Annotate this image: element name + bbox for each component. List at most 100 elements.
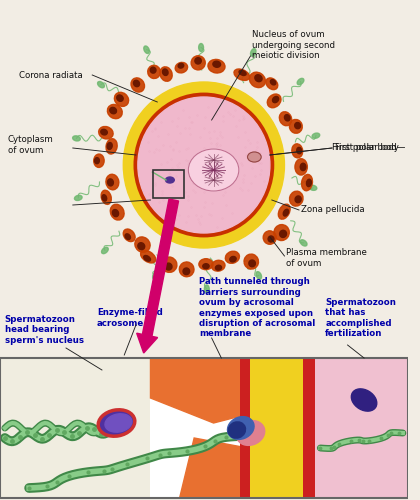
Ellipse shape [256,272,262,279]
Ellipse shape [165,263,172,270]
Ellipse shape [150,67,156,73]
Text: First polar bod—: First polar bod— [335,144,405,152]
Ellipse shape [213,61,220,68]
Ellipse shape [309,185,317,190]
Text: Spermatozoon
that has
accomplished
fertilization: Spermatozoon that has accomplished ferti… [325,298,396,338]
Ellipse shape [297,148,302,154]
Ellipse shape [228,422,246,438]
Ellipse shape [230,256,236,262]
Ellipse shape [152,272,158,280]
Ellipse shape [250,48,256,56]
Ellipse shape [163,69,168,75]
Ellipse shape [295,158,307,175]
Ellipse shape [292,144,303,158]
Ellipse shape [236,420,265,446]
Ellipse shape [131,78,144,92]
Ellipse shape [148,66,160,78]
Ellipse shape [297,78,304,85]
Ellipse shape [98,410,135,436]
Ellipse shape [249,260,255,267]
Ellipse shape [138,242,145,250]
Ellipse shape [123,229,135,241]
Ellipse shape [268,236,274,242]
Bar [247,358,306,498]
Text: Zona pellucida: Zona pellucida [301,206,365,214]
Ellipse shape [114,92,129,106]
Bar [0,358,150,498]
Ellipse shape [300,240,307,246]
Bar [303,358,315,498]
Ellipse shape [102,194,107,201]
Ellipse shape [94,154,104,168]
Ellipse shape [161,257,177,272]
Ellipse shape [307,179,311,186]
Ellipse shape [199,258,213,270]
Ellipse shape [247,152,261,162]
Ellipse shape [215,266,221,270]
Ellipse shape [302,174,312,191]
Ellipse shape [284,114,290,121]
Ellipse shape [108,179,113,186]
Text: Enzyme-filled
acrosome: Enzyme-filled acrosome [97,308,163,328]
Ellipse shape [102,247,108,254]
Ellipse shape [289,191,303,206]
Ellipse shape [160,67,172,82]
Text: Plasma membrane
of ovum: Plasma membrane of ovum [286,248,367,268]
Ellipse shape [144,256,150,261]
Ellipse shape [110,204,124,220]
Ellipse shape [266,78,278,90]
Ellipse shape [125,234,131,239]
Ellipse shape [283,210,289,216]
Text: Nucleus of ovum
undergoing second
meiotic division: Nucleus of ovum undergoing second meioti… [252,30,336,60]
Ellipse shape [312,133,320,138]
Ellipse shape [273,96,279,102]
Ellipse shape [108,104,122,118]
Ellipse shape [203,264,209,268]
Bar [306,358,408,498]
Ellipse shape [255,74,262,82]
Ellipse shape [211,260,225,271]
Ellipse shape [208,60,225,73]
Ellipse shape [94,158,100,164]
Text: First polar body: First polar body [332,144,399,152]
Bar [240,358,249,498]
Polygon shape [150,358,252,423]
Ellipse shape [144,46,150,54]
Ellipse shape [188,149,239,191]
Ellipse shape [99,126,113,139]
Ellipse shape [267,94,281,108]
Ellipse shape [199,44,204,52]
Ellipse shape [249,72,265,88]
Ellipse shape [134,80,139,86]
Ellipse shape [165,177,174,183]
Ellipse shape [101,130,107,135]
Ellipse shape [280,230,286,237]
Ellipse shape [239,70,246,76]
Ellipse shape [183,268,190,274]
Ellipse shape [279,112,292,126]
Ellipse shape [179,262,194,276]
Ellipse shape [274,224,289,240]
Ellipse shape [107,142,112,150]
Ellipse shape [270,80,276,85]
Ellipse shape [175,62,188,73]
Text: Spermatozoon
head bearing
sperm's nucleus: Spermatozoon head bearing sperm's nucleu… [5,315,84,345]
Ellipse shape [141,250,156,263]
Ellipse shape [225,251,239,264]
Ellipse shape [195,58,201,64]
Polygon shape [180,438,252,498]
Ellipse shape [106,174,119,190]
FancyArrow shape [136,199,178,353]
Ellipse shape [105,414,132,432]
Ellipse shape [289,120,302,134]
Ellipse shape [73,136,80,141]
Bar [153,170,184,198]
Ellipse shape [278,204,290,219]
Circle shape [138,97,270,233]
Bar [0,358,408,498]
Ellipse shape [205,285,209,293]
Ellipse shape [228,416,254,440]
Ellipse shape [97,82,105,88]
Ellipse shape [295,122,301,128]
Ellipse shape [106,138,117,154]
